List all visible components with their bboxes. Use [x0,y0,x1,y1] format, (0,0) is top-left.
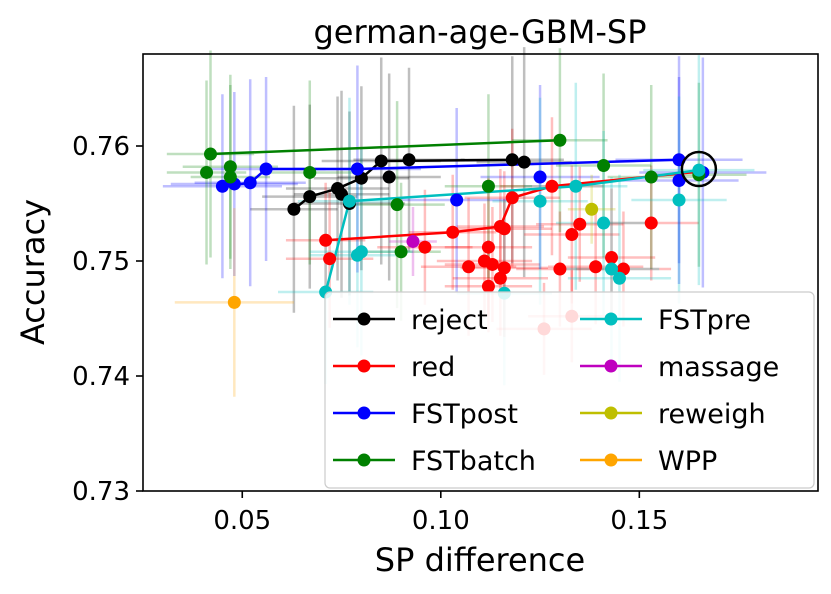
point-reject-9 [505,153,519,167]
y-axis: 0.73 0.74 0.75 0.76 [72,132,143,507]
y-tick-label-1: 0.74 [72,362,130,392]
point-red-7 [485,257,499,271]
point-reweigh-0 [585,202,599,216]
legend-label-reject: reject [411,305,488,336]
legend-marker-FSTbatch [357,453,371,467]
point-FSTbatch-11 [394,245,408,259]
line-FSTbatch [210,139,560,156]
legend-label-red: red [411,352,455,383]
point-FSTbatch-7 [481,179,495,193]
point-FSTbatch-2 [223,160,237,174]
point-red-6 [481,240,495,254]
point-FSTbatch-3 [223,170,237,184]
point-red-2 [418,240,432,254]
legend-marker-reweigh [604,406,618,420]
legend: reject red FSTpost FSTbatch FSTpre massage rew… [324,291,815,489]
y-tick-label-0: 0.73 [72,477,130,507]
point-reject-1 [303,190,317,204]
point-FSTpre-5 [569,179,583,193]
point-FSTpre-10 [692,163,706,177]
point-reject-8 [402,153,416,167]
point-FSTbatch-4 [303,165,317,179]
point-FSTbatch-0 [200,165,214,179]
chart-title: german-age-GBM-SP [313,13,646,51]
x-axis-label: SP difference [375,541,585,579]
legend-label-reweigh: reweigh [658,399,766,430]
x-tick-label-1: 0.10 [412,506,470,536]
y-axis-label: Accuracy [14,199,52,345]
point-reject-6 [374,154,388,168]
legend-marker-massage [604,359,618,373]
legend-marker-WPP [604,453,618,467]
legend-marker-FSTpre [604,312,618,326]
y-tick-label-2: 0.75 [72,247,130,277]
point-FSTpre-3 [354,245,368,259]
point-FSTpre-1 [342,194,356,208]
plot-frame [142,53,819,492]
point-red-15 [565,228,579,242]
point-red-20 [644,216,658,230]
highlight-circle [680,150,718,188]
point-FSTpre-7 [605,262,619,276]
x-tick-label-0: 0.05 [213,506,271,536]
legend-label-FSTpre: FSTpre [658,305,751,336]
legend-label-FSTbatch: FSTbatch [411,446,536,477]
x-axis: 0.05 0.10 0.15 [213,491,668,536]
line-FSTpre [324,168,700,293]
point-FSTpost-5 [450,193,464,207]
point-red-14 [553,262,567,276]
point-red-4 [462,260,476,274]
legend-marker-red [357,359,371,373]
point-reject-0 [287,202,301,216]
point-FSTpre-8 [612,271,626,285]
point-red-13 [545,179,559,193]
data-points [200,133,710,336]
point-massage-0 [406,234,420,248]
point-FSTpost-8 [672,174,686,187]
legend-box [324,291,815,489]
point-FSTbatch-1 [204,147,217,161]
point-red-9 [497,261,511,275]
legend-label-FSTpost: FSTpost [411,399,518,430]
point-FSTbatch-6 [553,133,567,147]
point-red-8 [493,271,507,285]
point-red-1 [323,252,337,266]
point-red-11 [497,222,511,236]
legend-marker-FSTpost [357,406,371,420]
point-red-12 [505,191,519,205]
point-reject-10 [517,155,531,169]
y-tick-label-3: 0.76 [72,132,130,162]
legend-label-WPP: WPP [658,446,717,477]
point-FSTbatch-8 [597,159,611,173]
point-FSTpre-9 [672,193,686,207]
point-red-0 [319,233,333,247]
point-FSTpost-0 [215,179,229,193]
point-FSTpost-3 [259,162,273,176]
point-red-17 [589,260,603,274]
point-FSTpre-4 [533,194,547,208]
legend-marker-reject [357,312,371,326]
point-FSTpost-6 [533,170,547,184]
point-FSTpre-6 [597,216,611,230]
point-red-21 [481,279,495,293]
point-red-18 [605,251,619,265]
legend-label-massage: massage [658,352,779,383]
point-FSTbatch-9 [644,170,658,184]
point-red-16 [573,217,587,231]
point-WPP-0 [227,295,241,309]
point-FSTbatch-5 [390,198,404,212]
point-FSTpost-4 [350,162,364,176]
point-FSTpost-2 [243,176,257,190]
point-reject-7 [382,170,396,184]
x-tick-label-2: 0.15 [610,506,668,536]
point-red-3 [446,225,460,239]
